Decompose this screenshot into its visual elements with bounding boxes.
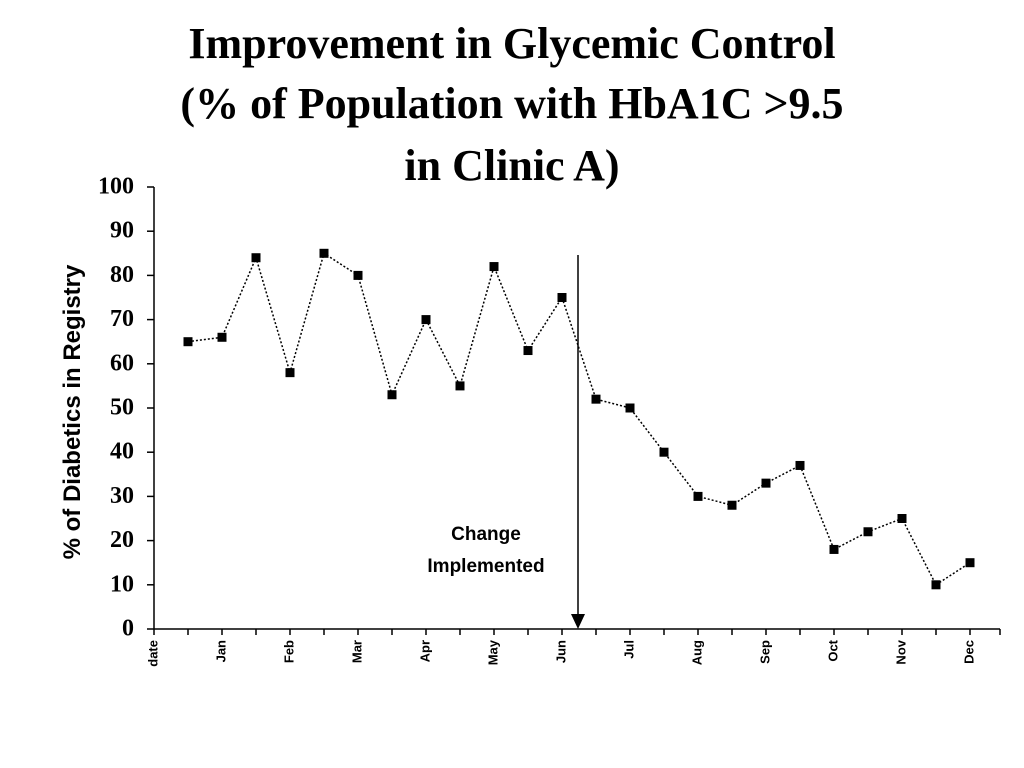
chart-title: in Clinic A)	[404, 141, 619, 190]
data-point	[965, 558, 975, 568]
data-point	[897, 514, 907, 523]
data-point	[217, 332, 227, 342]
data-point	[489, 262, 499, 272]
annotation: Implemented	[427, 556, 544, 577]
x-tick-label: Sep	[757, 640, 772, 664]
data-point	[319, 248, 329, 258]
y-tick-label: 70	[110, 306, 134, 332]
data-point	[693, 491, 703, 501]
data-point	[251, 253, 261, 263]
y-tick-label: 0	[122, 616, 134, 642]
y-tick-label: 30	[110, 483, 134, 509]
data-point	[183, 337, 193, 347]
y-axis-label: % of Diabetics in Registry	[59, 264, 86, 559]
x-tick-label: Oct	[825, 639, 840, 661]
x-tick-label: Jan	[213, 640, 228, 662]
x-tick-label: Apr	[417, 640, 432, 662]
x-tick-label: Nov	[893, 639, 908, 664]
data-point	[829, 544, 839, 554]
x-tick-label: Mar	[349, 640, 364, 663]
data-point	[761, 478, 771, 488]
x-tick-label: Jun	[553, 640, 568, 663]
y-tick-label: 60	[110, 350, 134, 376]
arrow-head	[571, 614, 585, 629]
y-tick-label: 80	[110, 262, 134, 288]
y-tick-label: 20	[110, 527, 134, 553]
data-point	[931, 580, 941, 590]
data-point	[591, 394, 601, 404]
data-point	[523, 346, 533, 356]
y-tick-label: 10	[110, 571, 134, 597]
chart-title: Improvement in Glycemic Control	[188, 19, 835, 68]
y-tick-label: 50	[110, 395, 134, 421]
chart-title: (% of Population with HbA1C >9.5	[180, 79, 843, 128]
x-tick-label: Feb	[281, 640, 296, 663]
data-point	[421, 315, 431, 325]
data-point	[387, 390, 397, 400]
x-tick-label: Dec	[961, 640, 976, 664]
x-tick-label: date	[145, 640, 160, 667]
data-point	[455, 381, 465, 391]
data-point	[795, 460, 805, 470]
data-point	[285, 368, 295, 378]
x-tick-label: Aug	[689, 640, 704, 665]
x-tick-label: May	[485, 639, 500, 665]
y-tick-label: 100	[98, 174, 134, 200]
annotation: Change	[451, 524, 521, 545]
data-point	[727, 500, 737, 510]
y-tick-label: 90	[110, 218, 134, 244]
data-point	[353, 270, 363, 280]
data-point	[625, 403, 635, 413]
data-point	[557, 293, 567, 302]
y-tick-label: 40	[110, 439, 134, 465]
data-line	[187, 252, 971, 586]
data-point	[659, 447, 669, 457]
data-point	[863, 527, 873, 537]
x-tick-label: Jul	[621, 640, 636, 659]
